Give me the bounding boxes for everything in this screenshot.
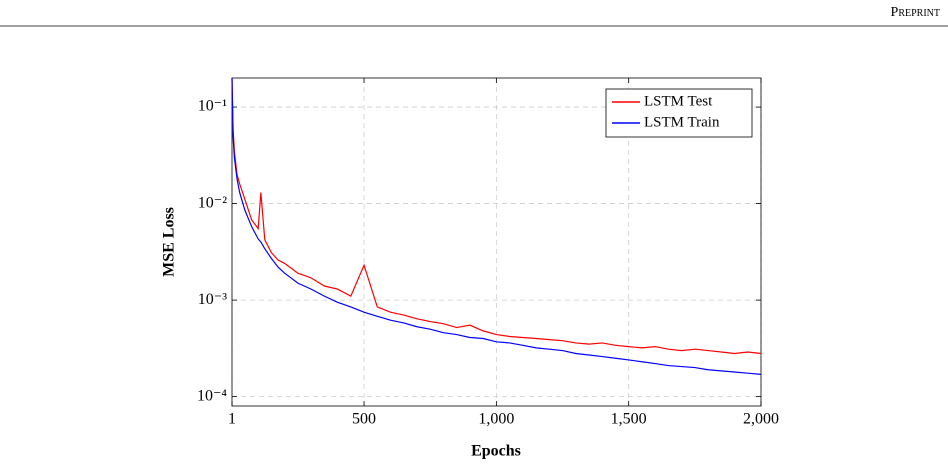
x-tick-label: 1,500 — [611, 411, 647, 428]
legend-label: LSTM Train — [644, 114, 720, 130]
y-tick-label: 10⁻⁴ — [197, 387, 227, 404]
y-tick-label: 10⁻² — [198, 194, 227, 211]
running-header: Preprint — [891, 5, 940, 20]
series-line — [231, 77, 762, 355]
plot-frame — [231, 77, 762, 407]
series-line — [231, 77, 762, 375]
legend-box — [605, 88, 753, 138]
y-axis-label: MSE Loss — [161, 207, 178, 277]
x-tick-label: 2,000 — [743, 411, 779, 428]
x-axis-label: Epochs — [471, 443, 521, 460]
legend-label: LSTM Test — [644, 93, 713, 109]
x-tick-label: 1 — [228, 411, 236, 428]
x-tick-label: 1,000 — [478, 411, 514, 428]
y-tick-label: 10⁻³ — [198, 291, 227, 308]
x-tick-label: 500 — [352, 411, 376, 428]
y-tick-label: 10⁻¹ — [198, 98, 227, 115]
